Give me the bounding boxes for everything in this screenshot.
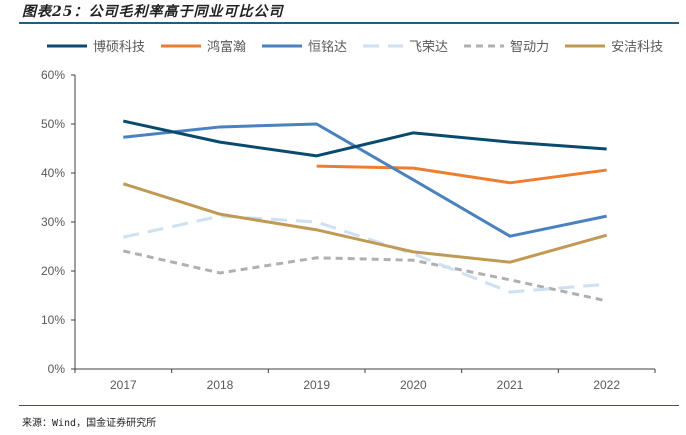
legend-label: 恒铭达 bbox=[308, 40, 348, 55]
legend-swatch bbox=[363, 44, 404, 47]
x-tick-label: 2022 bbox=[593, 378, 620, 392]
y-tick-label: 50% bbox=[41, 117, 65, 131]
x-tick-label: 2019 bbox=[303, 378, 330, 392]
y-tick-label: 20% bbox=[41, 264, 65, 278]
series-line-6 bbox=[122, 182, 608, 264]
series-line-1 bbox=[123, 119, 607, 158]
title-divider bbox=[19, 22, 679, 24]
series-line-2 bbox=[316, 164, 607, 185]
series-line-4 bbox=[123, 214, 607, 294]
series-line-5 bbox=[122, 249, 607, 303]
source-divider bbox=[19, 405, 679, 406]
legend-swatch bbox=[262, 44, 303, 47]
legend: 博硕科技 鸿富瀚 恒铭达 飞荣达 智动力 安洁科技 bbox=[45, 36, 677, 55]
y-tick-label: 0% bbox=[48, 362, 66, 376]
y-tick-label: 40% bbox=[41, 166, 65, 180]
legend-item: 鸿富瀚 bbox=[159, 36, 246, 55]
x-tick-label: 2018 bbox=[207, 378, 234, 392]
legend-swatch bbox=[161, 44, 202, 47]
legend-swatch bbox=[47, 44, 87, 47]
legend-label: 博硕科技 bbox=[93, 40, 146, 55]
legend-swatch bbox=[565, 44, 606, 47]
legend-label: 鸿富瀚 bbox=[207, 40, 247, 55]
x-tick-label: 2020 bbox=[400, 378, 427, 392]
legend-item: 安洁科技 bbox=[563, 36, 663, 55]
legend-item: 飞荣达 bbox=[361, 36, 448, 55]
y-tick-label: 30% bbox=[41, 215, 65, 229]
y-tick-label: 60% bbox=[41, 68, 65, 82]
source-note: 来源：Wind，国金证券研究所 bbox=[22, 418, 157, 429]
legend-item: 博硕科技 bbox=[45, 36, 145, 55]
legend-label: 智动力 bbox=[510, 40, 550, 55]
y-tick-label: 10% bbox=[41, 313, 65, 327]
x-tick-label: 2017 bbox=[110, 378, 137, 392]
legend-label: 安洁科技 bbox=[611, 40, 664, 55]
x-tick-label: 2021 bbox=[497, 378, 524, 392]
legend-label: 飞荣达 bbox=[409, 40, 449, 55]
chart-title: 图表25：公司毛利率高于同业可比公司 bbox=[22, 4, 284, 20]
legend-item: 恒铭达 bbox=[260, 36, 347, 55]
legend-item: 智动力 bbox=[462, 36, 549, 55]
series-line-3 bbox=[123, 122, 607, 238]
legend-swatch bbox=[464, 44, 505, 47]
